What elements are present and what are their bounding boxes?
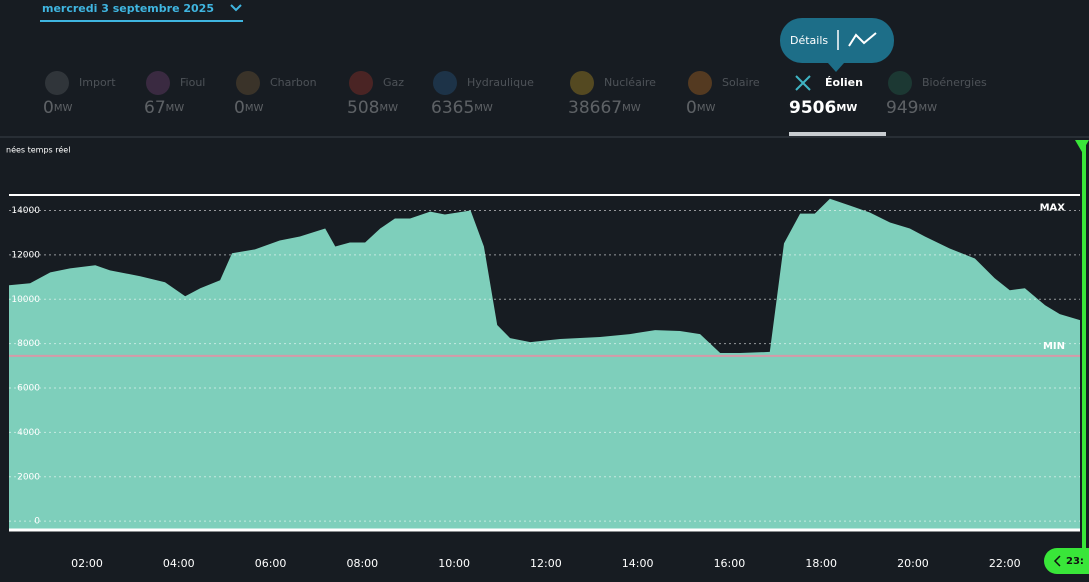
source-icon	[888, 71, 912, 95]
x-tick-label: 10:00	[438, 557, 470, 570]
chart-subtitle: nées temps réel	[6, 145, 70, 155]
y-tick-label: 0	[34, 517, 40, 527]
min-label: MIN	[1043, 341, 1065, 352]
tooltip-pointer	[828, 63, 844, 72]
sources-row: Import0MWFioul67MWCharbon0MWGaz508MWHydr…	[43, 71, 987, 136]
selected-underline	[789, 132, 886, 136]
source-value-number: 6365	[431, 98, 474, 118]
area	[9, 198, 1080, 531]
source-name: Éolien	[825, 76, 863, 89]
source-name: Solaire	[722, 76, 760, 89]
tooltip-text[interactable]: Détails	[790, 34, 828, 47]
source-value: 508MW	[347, 98, 398, 118]
now-pill[interactable]	[1044, 548, 1089, 574]
source-name: Charbon	[270, 76, 317, 89]
y-tick-label: 6000	[17, 384, 40, 394]
now-arrow[interactable]	[1053, 555, 1061, 567]
tooltip-bubble[interactable]	[780, 18, 894, 63]
source-name: Nucléaire	[604, 76, 656, 89]
x-tick-label: 06:00	[255, 557, 287, 570]
source-item[interactable]: Bioénergies 949MW	[886, 71, 987, 118]
source-name: Fioul	[180, 76, 205, 89]
x-tick-label: 20:00	[897, 557, 929, 570]
source-name: Import	[79, 76, 116, 89]
source-unit: MW	[697, 103, 716, 114]
max-label: MAX	[1040, 203, 1066, 214]
y-tick-label: 2000	[17, 472, 40, 482]
x-tick-label: 08:00	[346, 557, 378, 570]
source-value-number: 9506	[789, 98, 836, 118]
source-value: 9506MW	[789, 98, 857, 118]
now-marker	[1075, 140, 1089, 152]
source-name: Gaz	[383, 76, 404, 89]
source-value: 67MW	[144, 98, 184, 118]
source-value-number: 0	[686, 98, 697, 118]
source-icon	[236, 71, 260, 95]
source-item[interactable]: Hydraulique 6365MW	[431, 71, 534, 118]
source-value: 6365MW	[431, 98, 493, 118]
source-unit: MW	[245, 103, 264, 114]
source-icon	[570, 71, 594, 95]
x-tick-label: 14:00	[622, 557, 654, 570]
source-value: 38667MW	[568, 98, 641, 118]
y-tick-label: 10000	[11, 295, 40, 305]
source-unit: MW	[166, 103, 185, 114]
source-value-number: 38667	[568, 98, 622, 118]
source-value-number: 67	[144, 98, 166, 118]
source-icon	[349, 71, 373, 95]
source-item[interactable]: Solaire 0MW	[686, 71, 760, 118]
source-unit: MW	[836, 103, 857, 114]
source-icon	[45, 71, 69, 95]
now-bar	[1082, 145, 1086, 560]
source-item[interactable]: Gaz 508MW	[347, 71, 404, 118]
x-tick-label: 02:00	[71, 557, 103, 570]
close-icon[interactable]	[795, 75, 811, 91]
x-tick-label: 18:00	[805, 557, 837, 570]
source-unit: MW	[54, 103, 73, 114]
chevron[interactable]	[230, 4, 242, 12]
source-item[interactable]: Charbon 0MW	[234, 71, 317, 118]
source-unit: MW	[379, 103, 398, 114]
source-icon	[146, 71, 170, 95]
x-tick-label: 04:00	[163, 557, 195, 570]
source-value: 949MW	[886, 98, 937, 118]
source-icon	[688, 71, 712, 95]
source-value-number: 0	[234, 98, 245, 118]
y-tick-label: 12000	[11, 250, 40, 260]
date-selector[interactable]: mercredi 3 septembre 2025	[42, 2, 214, 15]
source-value-number: 949	[886, 98, 918, 118]
source-value-number: 508	[347, 98, 379, 118]
chart-icon[interactable]	[848, 32, 877, 47]
source-unit: MW	[622, 103, 641, 114]
y-tick-label: 14000	[11, 206, 40, 216]
source-item[interactable]: Fioul 67MW	[144, 71, 205, 118]
x-tick-label: 12:00	[530, 557, 562, 570]
source-name: Bioénergies	[922, 76, 987, 89]
chart: nées temps réel 0 2000 4000 6000 8000 10000 120…	[6, 140, 1089, 574]
source-name: Hydraulique	[467, 76, 534, 89]
y-tick-label: 4000	[17, 428, 40, 438]
x-tick-label: 22:00	[989, 557, 1021, 570]
source-value-number: 0	[43, 98, 54, 118]
source-value: 0MW	[234, 98, 263, 118]
source-item[interactable]: Éolien 9506MW	[789, 75, 863, 118]
now-label[interactable]: 23:	[1066, 556, 1084, 567]
source-value: 0MW	[43, 98, 72, 118]
source-item[interactable]: Import 0MW	[43, 71, 116, 118]
source-unit: MW	[918, 103, 937, 114]
source-value: 0MW	[686, 98, 715, 118]
x-tick-label: 16:00	[714, 557, 746, 570]
y-tick-label: 8000	[17, 339, 40, 349]
source-item[interactable]: Nucléaire 38667MW	[568, 71, 656, 118]
source-icon	[433, 71, 457, 95]
source-unit: MW	[474, 103, 493, 114]
